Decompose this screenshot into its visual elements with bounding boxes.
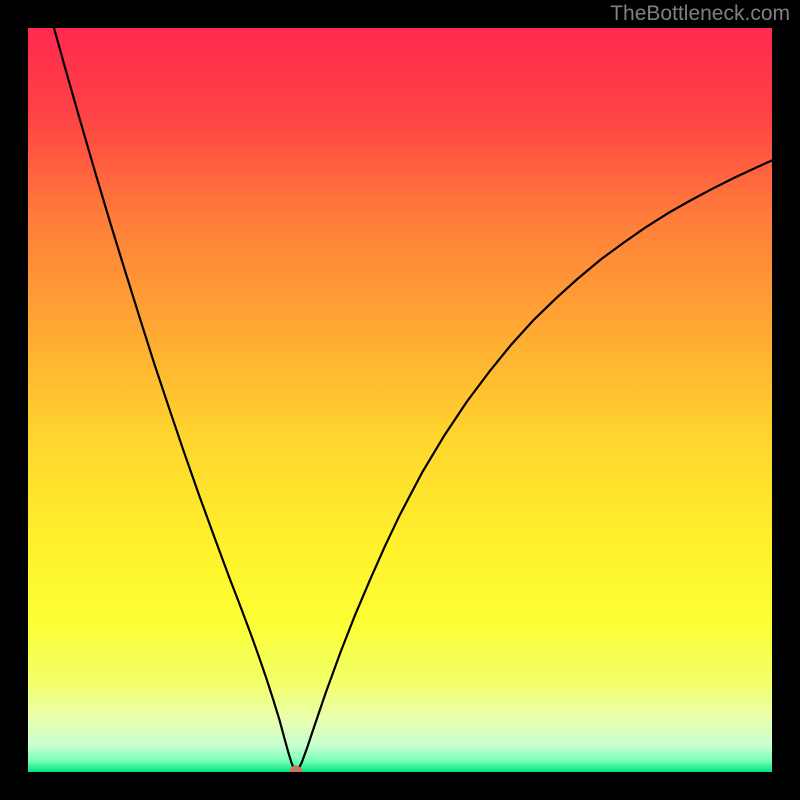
chart-background [28, 28, 772, 772]
bottleneck-chart [28, 28, 772, 772]
chart-canvas [28, 28, 772, 772]
watermark-text: TheBottleneck.com [610, 2, 790, 26]
